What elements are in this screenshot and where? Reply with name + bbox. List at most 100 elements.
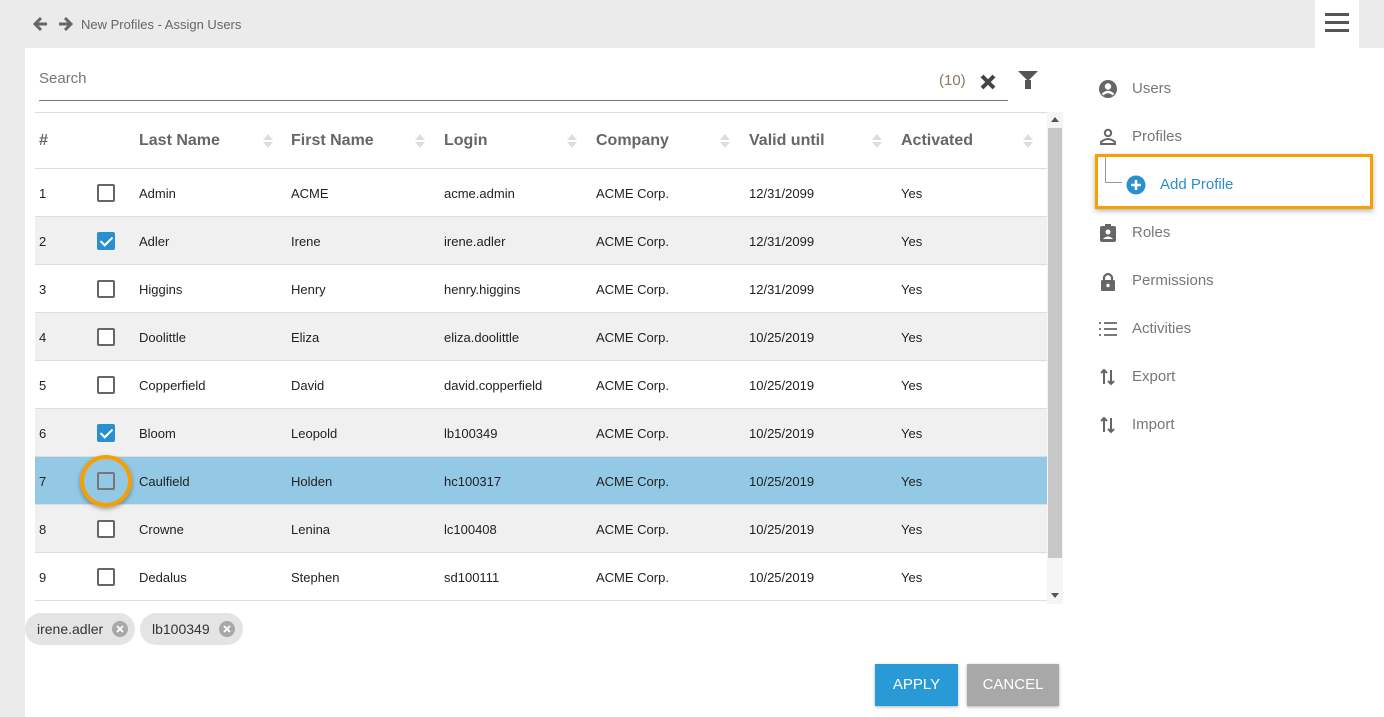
arrow-right-icon [59, 16, 74, 32]
cell-last: Bloom [139, 426, 176, 441]
cell-login: henry.higgins [444, 282, 521, 297]
cell-login: eliza.doolittle [444, 330, 520, 345]
cell-active: Yes [901, 234, 923, 249]
sort-icon[interactable] [872, 134, 882, 148]
cell-first: David [291, 378, 325, 393]
table-row[interactable]: 5 Copperfield David david.copperfield ACME C… [35, 361, 1047, 409]
cell-last: Doolittle [139, 330, 186, 345]
table-header: # Last Name First Name Login Company Val… [35, 113, 1047, 169]
sidebar-item-export[interactable]: Export [1098, 367, 1348, 389]
cell-login: sd100111 [444, 570, 500, 585]
sort-icon[interactable] [263, 134, 273, 148]
cell-last: Caulfield [139, 474, 190, 489]
clear-search-icon[interactable] [979, 73, 997, 91]
cell-valid: 10/25/2019 [749, 570, 815, 585]
sidebar-item-add-profile[interactable]: Add Profile [1126, 175, 1376, 197]
users-table: # Last Name First Name Login Company Val… [35, 112, 1047, 604]
cell-company: ACME Corp. [596, 474, 669, 489]
hamburger-menu-button[interactable] [1315, 0, 1359, 48]
cell-login: david.copperfield [444, 378, 543, 393]
sidebar-item-import[interactable]: Import [1098, 415, 1348, 437]
remove-chip-icon[interactable] [112, 621, 128, 637]
cell-company: ACME Corp. [596, 378, 669, 393]
cell-n: 9 [39, 570, 47, 585]
cell-n: 6 [39, 426, 47, 441]
add-circle-icon [1126, 175, 1146, 195]
account-circle-icon [1099, 80, 1117, 98]
sidebar-item-profiles[interactable]: Profiles [1098, 127, 1348, 149]
swap-vertical-icon [1100, 368, 1115, 386]
sort-icon[interactable] [415, 134, 425, 148]
back-button[interactable] [32, 16, 49, 32]
table-row[interactable]: 3 Higgins Henry henry.higgins ACME Corp. 12/3… [35, 265, 1047, 313]
row-checkbox[interactable] [97, 520, 115, 538]
forward-button[interactable] [57, 16, 74, 32]
scroll-up-icon[interactable] [1051, 117, 1059, 122]
top-bar: New Profiles - Assign Users [0, 0, 1384, 48]
cancel-button[interactable]: CANCEL [967, 664, 1059, 706]
col-first-name[interactable]: First Name [291, 132, 374, 149]
apply-button[interactable]: APPLY [875, 664, 958, 706]
cell-last: Adler [139, 234, 170, 249]
cell-first: Lenina [291, 522, 331, 537]
lock-icon [1101, 272, 1115, 291]
scrollbar-thumb[interactable] [1048, 128, 1062, 558]
table-row[interactable]: 1 Admin ACME acme.admin ACME Corp. 12/31/2099… [35, 169, 1047, 217]
cell-active: Yes [901, 378, 923, 393]
table-row[interactable]: 4 Doolittle Eliza eliza.doolittle ACME Corp.… [35, 313, 1047, 361]
table-scrollbar[interactable] [1047, 112, 1063, 604]
sidebar-item-roles[interactable]: Roles [1098, 223, 1348, 245]
cell-company: ACME Corp. [596, 330, 669, 345]
cell-first: Leopold [291, 426, 338, 441]
scroll-down-icon[interactable] [1051, 593, 1059, 598]
cell-valid: 12/31/2099 [749, 186, 815, 201]
cell-login: lb100349 [444, 426, 498, 441]
row-checkbox[interactable] [97, 232, 115, 250]
cell-valid: 12/31/2099 [749, 282, 815, 297]
cell-active: Yes [901, 570, 923, 585]
sort-icon[interactable] [567, 134, 577, 148]
sort-icon[interactable] [720, 134, 730, 148]
sidebar-item-activities[interactable]: Activities [1098, 319, 1348, 341]
sidebar-item-permissions[interactable]: Permissions [1098, 271, 1348, 293]
col-last-name[interactable]: Last Name [139, 132, 220, 149]
cell-valid: 10/25/2019 [749, 522, 815, 537]
cell-company: ACME Corp. [596, 186, 669, 201]
row-checkbox[interactable] [97, 376, 115, 394]
sidebar-item-label: Profiles [1132, 128, 1183, 145]
search-field[interactable] [39, 70, 1008, 101]
cell-first: ACME [291, 186, 329, 201]
cell-active: Yes [901, 330, 923, 345]
table-row[interactable]: 7 Caulfield Holden hc100317 ACME Corp. 10/25/… [35, 457, 1047, 505]
cell-valid: 10/25/2019 [749, 378, 815, 393]
remove-chip-icon[interactable] [219, 621, 235, 637]
col-activated[interactable]: Activated [901, 132, 974, 149]
sort-icon[interactable] [1023, 134, 1033, 148]
table-row[interactable]: 6 Bloom Leopold lb100349 ACME Corp. 10/25/201… [35, 409, 1047, 457]
arrow-left-icon [32, 16, 47, 32]
cell-active: Yes [901, 522, 923, 537]
table-row[interactable]: 9 Dedalus Stephen sd100111 ACME Corp. 10/25/2… [35, 553, 1047, 601]
filter-icon[interactable] [1018, 71, 1038, 89]
sidebar-item-label: Export [1132, 368, 1176, 385]
row-checkbox[interactable] [97, 184, 115, 202]
row-checkbox[interactable] [97, 280, 115, 298]
cell-active: Yes [901, 282, 923, 297]
cell-n: 3 [39, 282, 47, 297]
table-row[interactable]: 8 Crowne Lenina lc100408 ACME Corp. 10/25/201… [35, 505, 1047, 553]
col-valid-until[interactable]: Valid until [749, 132, 825, 149]
row-checkbox[interactable] [97, 328, 115, 346]
badge-icon [1100, 224, 1116, 242]
col-company[interactable]: Company [596, 132, 669, 149]
row-checkbox[interactable] [97, 568, 115, 586]
cell-n: 2 [39, 234, 47, 249]
search-input[interactable] [39, 70, 899, 87]
cell-company: ACME Corp. [596, 426, 669, 441]
sidebar-item-users[interactable]: Users [1098, 79, 1348, 101]
numbered-list-icon [1099, 322, 1117, 336]
result-count: (10) [939, 72, 966, 89]
row-checkbox[interactable] [97, 424, 115, 442]
cell-n: 8 [39, 522, 47, 537]
col-login[interactable]: Login [444, 132, 488, 149]
table-row[interactable]: 2 Adler Irene irene.adler ACME Corp. 12/31/20… [35, 217, 1047, 265]
